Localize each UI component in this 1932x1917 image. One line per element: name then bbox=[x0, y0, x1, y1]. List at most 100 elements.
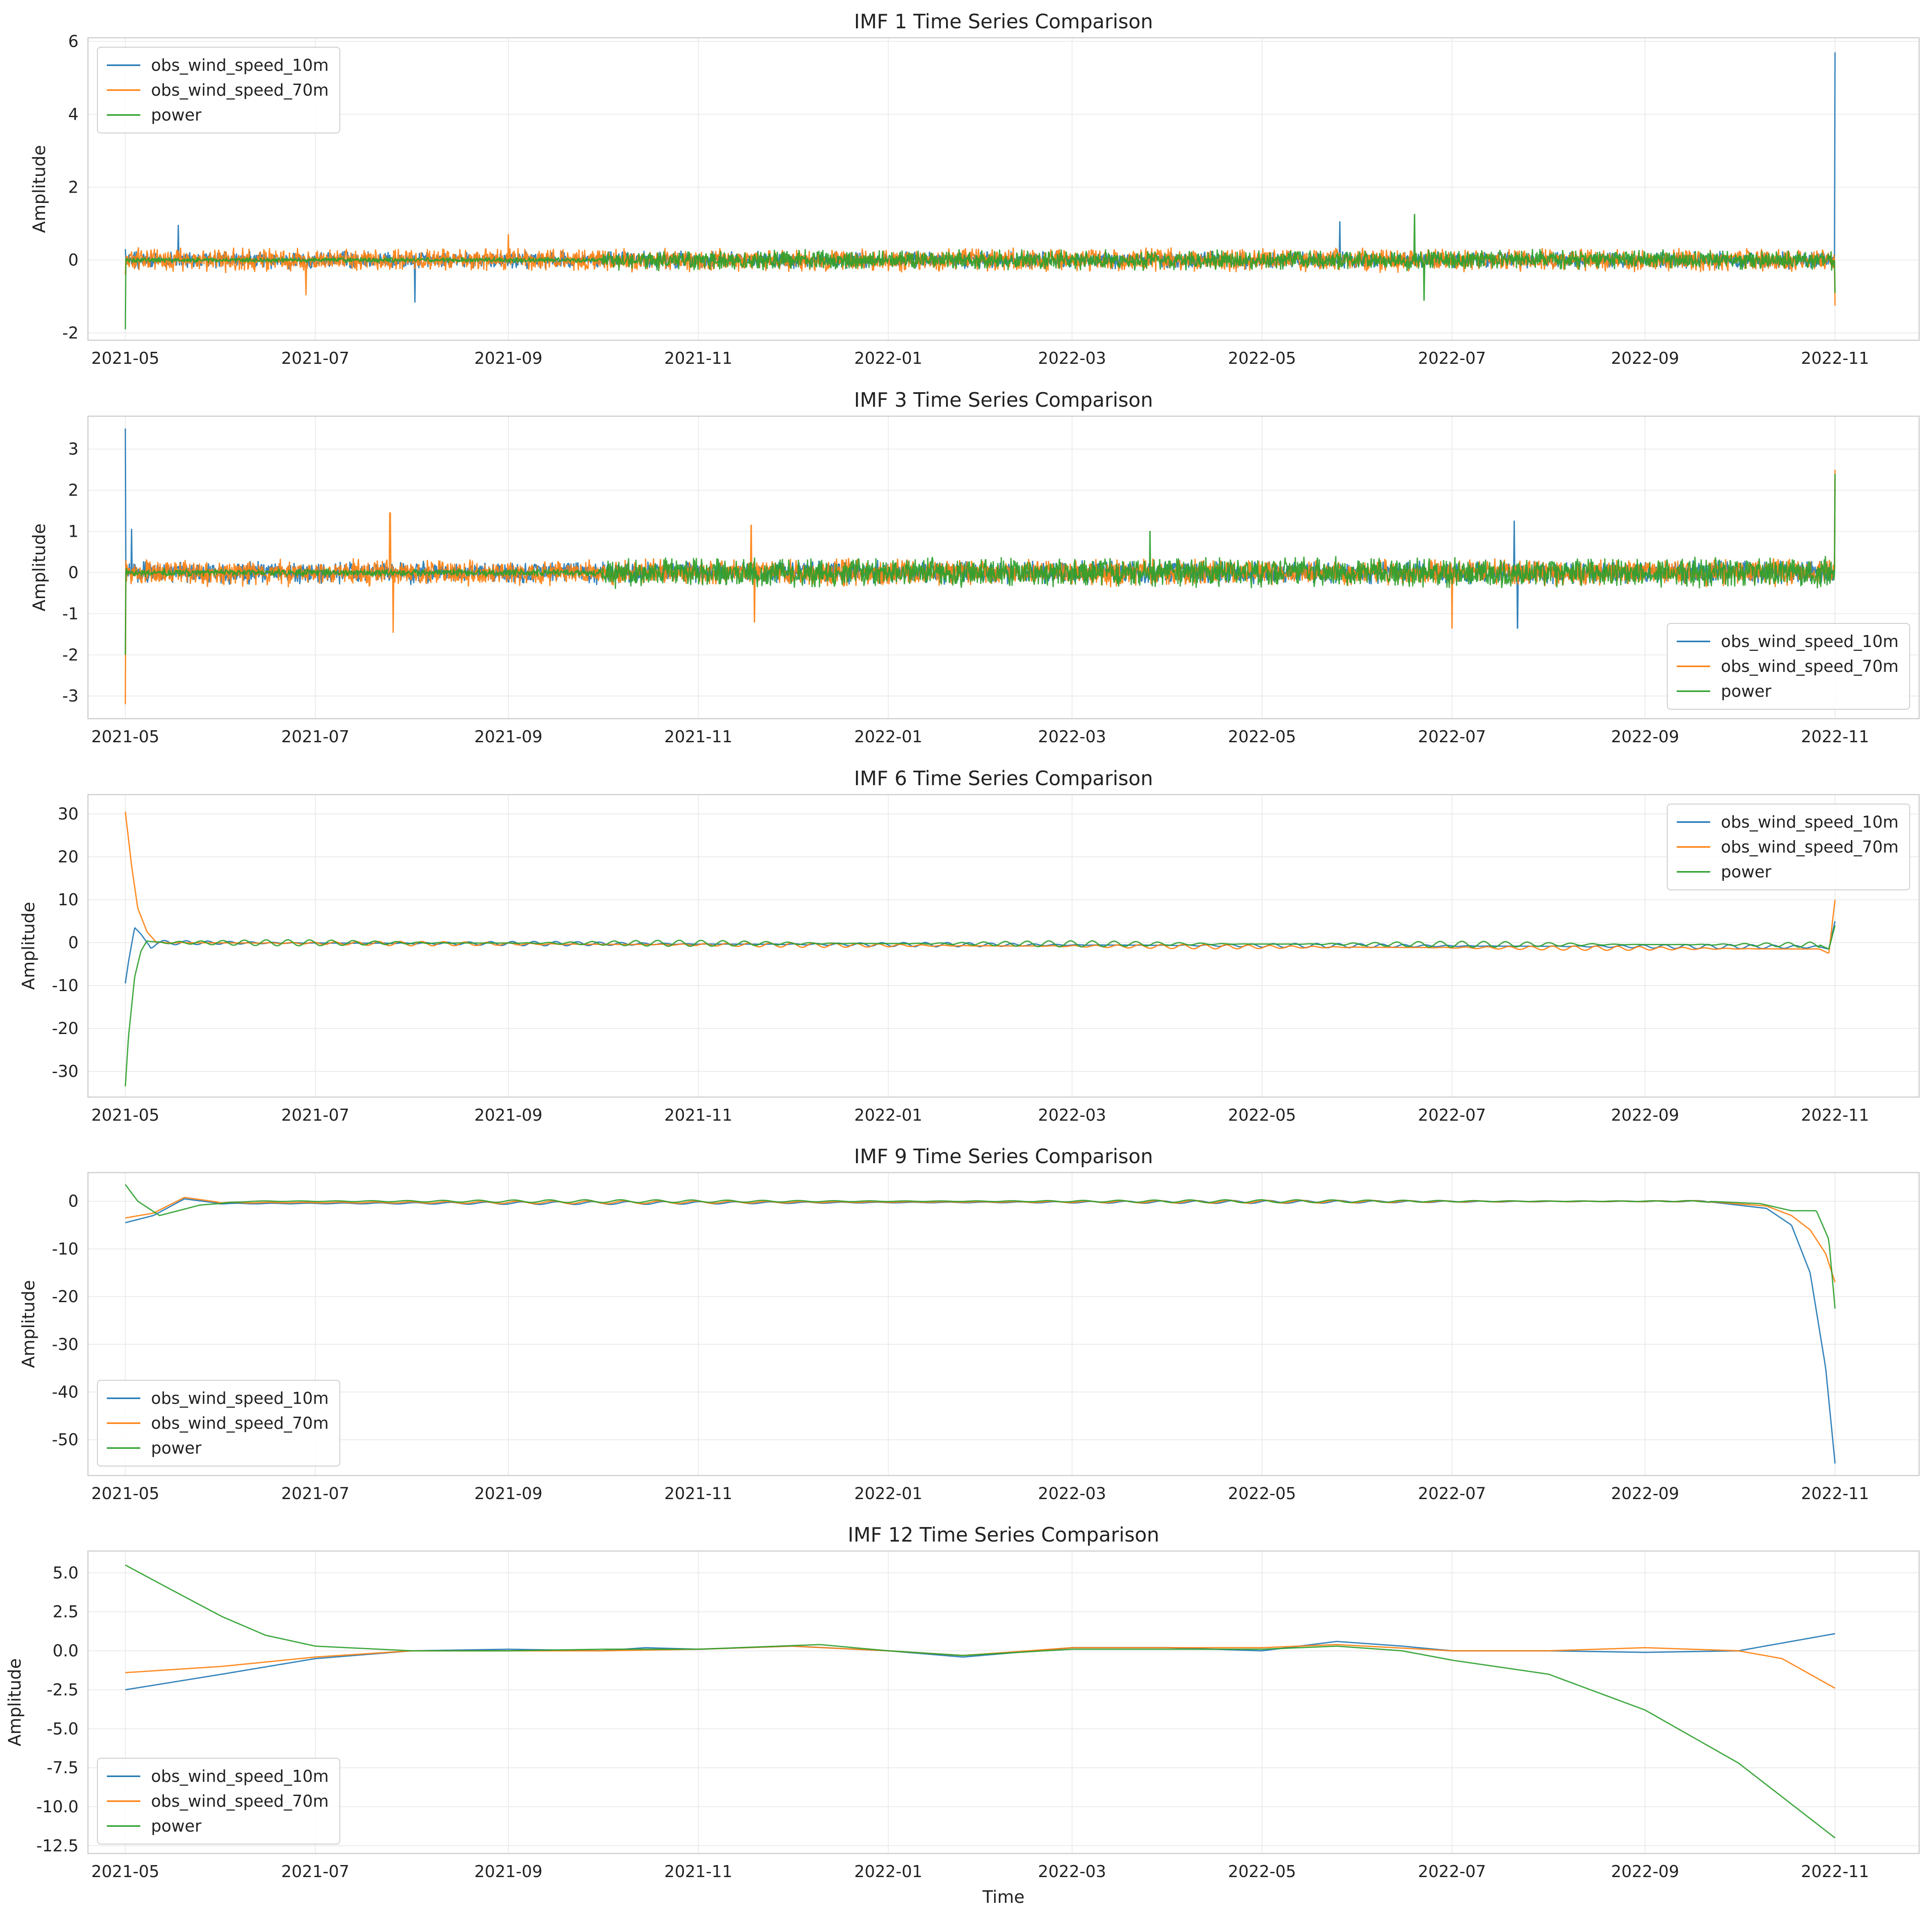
x-tick-label: 2021-09 bbox=[475, 1106, 543, 1125]
x-tick-label: 2021-09 bbox=[475, 349, 543, 368]
x-tick-label: 2021-11 bbox=[664, 1106, 732, 1125]
x-tick-label: 2021-05 bbox=[91, 1862, 160, 1881]
y-tick-label: 1 bbox=[68, 522, 79, 541]
y-tick-label: -50 bbox=[52, 1430, 79, 1449]
chart-title: IMF 12 Time Series Comparison bbox=[848, 1523, 1159, 1546]
x-tick-label: 2022-09 bbox=[1611, 727, 1679, 746]
legend-label: power bbox=[1721, 862, 1772, 881]
y-tick-label: 0 bbox=[68, 1192, 79, 1211]
y-tick-label: 0.0 bbox=[53, 1642, 79, 1660]
x-tick-label: 2021-11 bbox=[664, 1484, 732, 1503]
legend-label: obs_wind_speed_10m bbox=[151, 1389, 329, 1408]
y-tick-label: 4 bbox=[68, 105, 79, 124]
x-tick-label: 2021-05 bbox=[91, 1484, 160, 1503]
x-tick-label: 2022-07 bbox=[1418, 1862, 1486, 1881]
y-tick-label: -30 bbox=[52, 1335, 79, 1354]
y-tick-label: 30 bbox=[58, 804, 79, 823]
x-tick-label: 2022-09 bbox=[1611, 1484, 1679, 1503]
x-tick-label: 2022-11 bbox=[1801, 349, 1869, 368]
y-tick-label: 3 bbox=[68, 440, 79, 459]
y-tick-label: -2.5 bbox=[47, 1680, 79, 1699]
axes-frame bbox=[87, 1550, 1920, 1854]
x-tick-label: 2022-03 bbox=[1038, 1862, 1106, 1881]
x-tick-label: 2022-11 bbox=[1801, 1106, 1869, 1125]
x-tick-label: 2022-11 bbox=[1801, 1862, 1869, 1881]
x-tick-label: 2022-05 bbox=[1228, 727, 1296, 746]
x-tick-label: 2022-07 bbox=[1418, 349, 1486, 368]
panel-imf-5: IMF 12 Time Series Comparison -12.5 -10.0 -… bbox=[5, 1523, 1920, 1907]
y-axis-label: Amplitude bbox=[5, 1658, 25, 1746]
y-tick-label: -20 bbox=[52, 1287, 79, 1306]
series-group bbox=[124, 1184, 1836, 1464]
series-line-power bbox=[125, 1564, 1835, 1838]
legend-label: power bbox=[151, 1817, 202, 1835]
y-tick-label: -3 bbox=[62, 686, 79, 705]
legend-label: power bbox=[1721, 682, 1772, 701]
legend-label: obs_wind_speed_70m bbox=[151, 1414, 329, 1433]
legend: obs_wind_speed_10m obs_wind_speed_70mpowe… bbox=[97, 1380, 340, 1466]
x-tick-label: 2022-07 bbox=[1418, 727, 1486, 746]
y-tick-label: -20 bbox=[52, 1019, 79, 1038]
legend-label: obs_wind_speed_70m bbox=[151, 81, 329, 100]
x-tick-label: 2022-09 bbox=[1611, 349, 1679, 368]
x-tick-label: 2022-05 bbox=[1228, 1106, 1296, 1125]
y-tick-label: -2 bbox=[62, 645, 79, 664]
legend-box bbox=[97, 1380, 340, 1466]
x-tick-label: 2022-09 bbox=[1611, 1862, 1679, 1881]
legend-box bbox=[1667, 623, 1910, 710]
chart-title: IMF 9 Time Series Comparison bbox=[854, 1145, 1153, 1168]
x-tick-label: 2022-01 bbox=[854, 727, 922, 746]
x-tick-label: 2022-05 bbox=[1228, 1862, 1296, 1881]
legend-label: obs_wind_speed_10m bbox=[1721, 632, 1899, 651]
x-tick-label: 2021-09 bbox=[475, 1484, 543, 1503]
legend: obs_wind_speed_10m obs_wind_speed_70mpowe… bbox=[1667, 623, 1910, 710]
x-tick-label: 2022-01 bbox=[854, 1862, 922, 1881]
x-tick-label: 2022-07 bbox=[1418, 1484, 1486, 1503]
x-tick-label: 2021-07 bbox=[281, 1484, 349, 1503]
y-tick-label: 20 bbox=[58, 847, 79, 866]
x-tick-label: 2022-09 bbox=[1611, 1106, 1679, 1125]
series-line-power bbox=[124, 214, 1836, 330]
legend-label: power bbox=[151, 1439, 202, 1457]
y-tick-label: -12.5 bbox=[36, 1836, 79, 1855]
series-line-obs-wind-speed-70m bbox=[124, 811, 1836, 954]
panel-imf-1: IMF 1 Time Series Comparison -2 0 2 4 6 2021-0… bbox=[30, 10, 1920, 368]
legend-label: obs_wind_speed_10m bbox=[1721, 813, 1899, 832]
y-tick-label: -2 bbox=[62, 324, 79, 342]
y-tick-label: -7.5 bbox=[47, 1758, 79, 1777]
plot-area bbox=[88, 38, 1919, 340]
x-tick-label: 2022-03 bbox=[1038, 1106, 1106, 1125]
y-tick-label: 5.0 bbox=[53, 1563, 79, 1582]
series-group bbox=[124, 52, 1836, 330]
x-tick-label: 2021-11 bbox=[664, 727, 732, 746]
legend-label: obs_wind_speed_70m bbox=[151, 1792, 329, 1811]
x-tick-label: 2021-11 bbox=[664, 1862, 732, 1881]
x-tick-label: 2021-05 bbox=[91, 349, 160, 368]
y-tick-label: 2.5 bbox=[53, 1603, 79, 1621]
x-tick-label: 2022-01 bbox=[854, 1484, 922, 1503]
legend-box bbox=[97, 47, 340, 133]
y-axis-label: Amplitude bbox=[30, 145, 49, 233]
x-tick-label: 2022-11 bbox=[1801, 727, 1869, 746]
y-tick-label: 0 bbox=[68, 933, 79, 952]
y-axis-label: Amplitude bbox=[30, 523, 49, 611]
x-tick-label: 2021-05 bbox=[91, 727, 160, 746]
x-tick-label: 2022-03 bbox=[1038, 349, 1106, 368]
x-tick-label: 2022-03 bbox=[1038, 727, 1106, 746]
x-tick-label: 2021-09 bbox=[475, 727, 543, 746]
y-axis-label: Amplitude bbox=[19, 902, 39, 990]
series-group bbox=[124, 428, 1836, 705]
legend: obs_wind_speed_10m obs_wind_speed_70mpowe… bbox=[97, 47, 340, 133]
y-tick-label: 0 bbox=[68, 563, 79, 582]
legend-label: obs_wind_speed_10m bbox=[151, 1767, 329, 1786]
chart-title: IMF 1 Time Series Comparison bbox=[854, 10, 1153, 33]
x-axis-label: Time bbox=[982, 1887, 1025, 1907]
legend-label: obs_wind_speed_70m bbox=[1721, 838, 1899, 856]
axes-frame bbox=[87, 794, 1920, 1098]
y-tick-label: -1 bbox=[62, 604, 79, 623]
y-tick-label: -10 bbox=[52, 976, 79, 995]
x-tick-label: 2022-05 bbox=[1228, 349, 1296, 368]
legend-label: power bbox=[151, 106, 202, 124]
legend-box bbox=[97, 1758, 340, 1844]
